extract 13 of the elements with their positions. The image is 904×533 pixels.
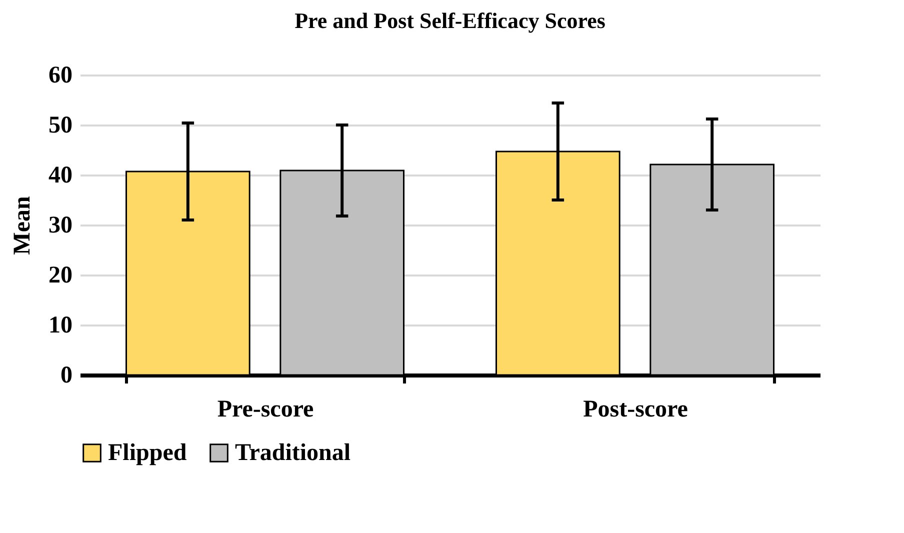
- y-tick-label: 30: [48, 212, 72, 238]
- y-tick-label: 0: [60, 362, 72, 388]
- y-tick-label: 60: [48, 62, 72, 88]
- x-tick-label: Post-score: [583, 396, 688, 422]
- legend-label: Flipped: [108, 440, 188, 466]
- chart-title: Pre and Post Self-Efficacy Scores: [294, 8, 606, 33]
- x-tick-label: Pre-score: [217, 396, 314, 422]
- y-tick-label: 20: [48, 262, 72, 288]
- legend-label: Traditional: [235, 440, 351, 466]
- y-tick-label: 40: [48, 162, 72, 188]
- y-tick-label: 10: [48, 312, 72, 338]
- y-tick-label: 50: [48, 112, 72, 138]
- y-axis-title: Mean: [10, 196, 36, 255]
